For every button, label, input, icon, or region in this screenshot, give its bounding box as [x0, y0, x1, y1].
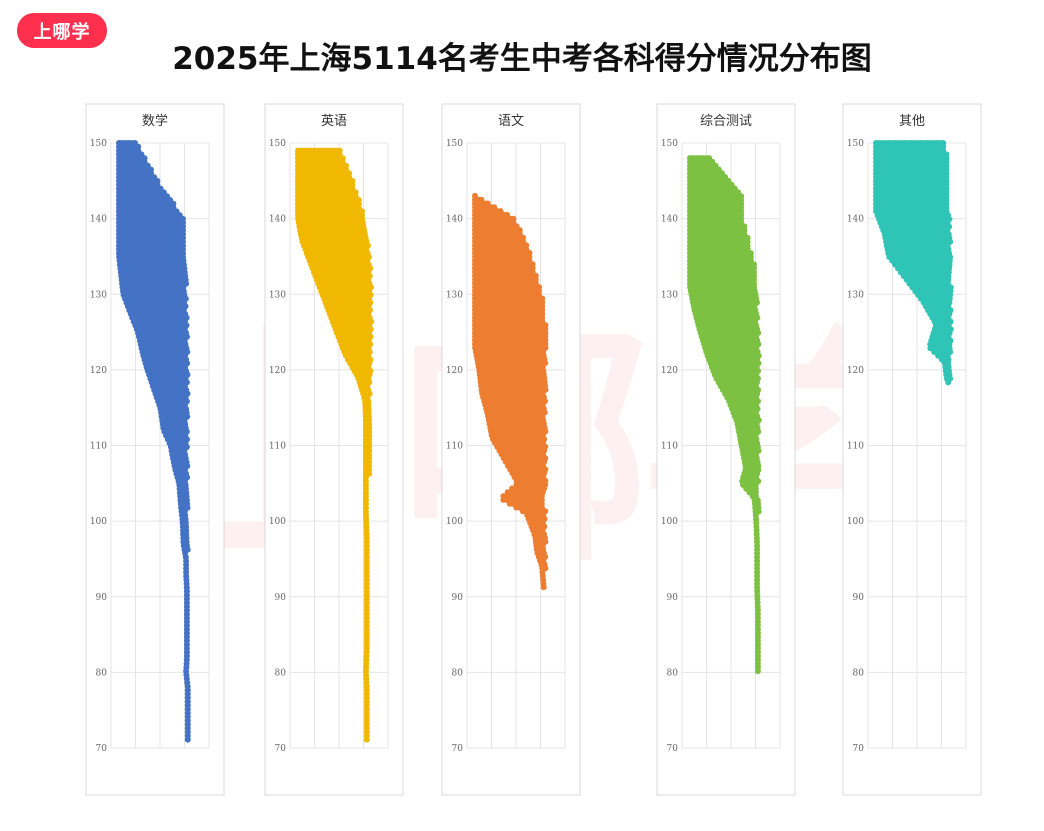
data-point: [540, 584, 547, 591]
chart-title: 语文: [498, 114, 524, 129]
chart-panel-4: 综合测试 150 140 130 120 110 100 90 80 70: [656, 103, 796, 796]
y-tick-label: 130: [661, 290, 678, 300]
y-tick-label: 90: [452, 593, 464, 603]
y-tick-label: 150: [90, 139, 107, 149]
y-tick-label: 80: [275, 668, 287, 678]
y-tick-label: 110: [90, 442, 107, 452]
y-tick-label: 70: [96, 744, 108, 754]
y-tick-label: 120: [661, 366, 678, 376]
y-tick-label: 100: [269, 517, 286, 527]
y-tick-label: 80: [452, 668, 464, 678]
y-tick-label: 120: [90, 366, 107, 376]
y-tick-label: 110: [661, 442, 678, 452]
y-tick-label: 80: [667, 668, 679, 678]
y-tick-label: 150: [446, 139, 463, 149]
chart-title: 数学: [142, 113, 168, 129]
y-tick-label: 140: [269, 215, 286, 225]
y-tick-label: 110: [446, 442, 463, 452]
chart-panel-1: 数学 150 140 130 120 110 100 90 80 70: [85, 103, 225, 796]
y-tick-label: 90: [667, 593, 679, 603]
y-tick-label: 130: [269, 290, 286, 300]
y-tick-label: 100: [661, 517, 678, 527]
y-tick-label: 100: [446, 517, 463, 527]
y-tick-label: 130: [90, 290, 107, 300]
data-point: [363, 736, 370, 743]
chart-panel-3: 语文 150 140 130 120 110 100 90 80 70: [441, 103, 581, 796]
y-tick-label: 120: [446, 366, 463, 376]
y-tick-label: 150: [269, 139, 286, 149]
y-tick-label: 150: [661, 139, 678, 149]
chart-panel-2: 英语 150 140 130 120 110 100 90 80 70: [264, 103, 404, 796]
y-tick-label: 140: [661, 215, 678, 225]
y-tick-label: 110: [269, 442, 286, 452]
y-tick-label: 90: [96, 593, 108, 603]
y-tick-label: 70: [275, 744, 287, 754]
y-tick-label: 70: [667, 744, 679, 754]
y-tick-label: 140: [90, 215, 107, 225]
data-point: [184, 736, 191, 743]
y-tick-label: 140: [446, 215, 463, 225]
y-tick-label: 100: [90, 517, 107, 527]
y-tick-label: 70: [452, 744, 464, 754]
page-title: 2025年上海5114名考生中考各科得分情况分布图: [172, 41, 872, 77]
brand-badge: 上哪学: [17, 13, 107, 48]
chart-title: 综合测试: [700, 114, 752, 129]
y-tick-label: 80: [96, 668, 108, 678]
y-tick-label: 90: [275, 593, 287, 603]
y-tick-label: 120: [269, 366, 286, 376]
y-tick-label: 130: [446, 290, 463, 300]
chart-title: 英语: [321, 114, 347, 129]
